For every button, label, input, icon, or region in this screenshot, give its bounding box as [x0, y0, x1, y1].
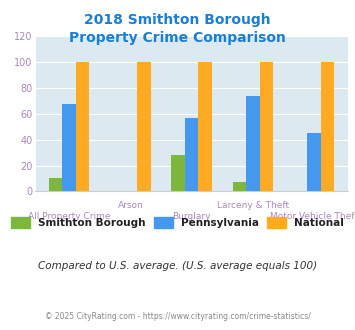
- Text: 2018 Smithton Borough: 2018 Smithton Borough: [84, 13, 271, 27]
- Bar: [49, 179, 62, 191]
- Text: Property Crime Comparison: Property Crime Comparison: [69, 31, 286, 45]
- Bar: [76, 62, 89, 191]
- Bar: [307, 133, 321, 191]
- Bar: [260, 62, 273, 191]
- Text: Compared to U.S. average. (U.S. average equals 100): Compared to U.S. average. (U.S. average …: [38, 261, 317, 271]
- Text: Burglary: Burglary: [173, 212, 211, 220]
- Legend: Smithton Borough, Pennsylvania, National: Smithton Borough, Pennsylvania, National: [11, 217, 344, 228]
- Bar: [233, 182, 246, 191]
- Bar: [137, 62, 151, 191]
- Bar: [198, 62, 212, 191]
- Text: Motor Vehicle Theft: Motor Vehicle Theft: [270, 212, 355, 220]
- Bar: [62, 104, 76, 191]
- Bar: [246, 96, 260, 191]
- Text: © 2025 CityRating.com - https://www.cityrating.com/crime-statistics/: © 2025 CityRating.com - https://www.city…: [45, 312, 310, 321]
- Text: Larceny & Theft: Larceny & Theft: [217, 201, 289, 210]
- Bar: [185, 118, 198, 191]
- Bar: [321, 62, 334, 191]
- Text: All Property Crime: All Property Crime: [28, 212, 110, 220]
- Text: Arson: Arson: [118, 201, 143, 210]
- Bar: [171, 155, 185, 191]
